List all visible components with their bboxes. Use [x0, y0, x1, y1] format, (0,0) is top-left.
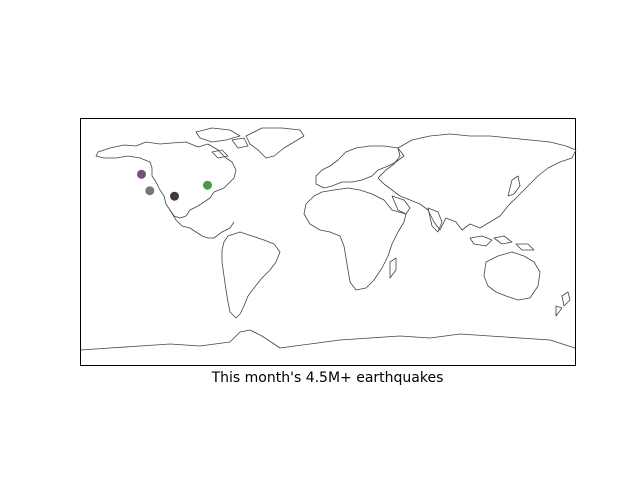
- coastline-new-zealand: [555, 291, 571, 317]
- coastlines: [80, 127, 577, 351]
- coastline-madagascar: [389, 257, 397, 279]
- coastline-africa: [303, 187, 407, 291]
- coastline-central-america: [169, 209, 235, 239]
- earthquake-marker: [145, 186, 155, 196]
- coastline-arabia-india: [391, 195, 443, 233]
- coastline-se-asia-islands: [469, 235, 535, 251]
- coastline-europe: [315, 145, 405, 189]
- coastline-asia: [377, 133, 577, 231]
- map-caption: This month's 4.5M+ earthquakes: [211, 370, 444, 386]
- earthquake-marker: [203, 180, 212, 190]
- coastline-antarctica: [80, 329, 576, 351]
- map-frame: [80, 118, 576, 366]
- coastline-greenland: [245, 127, 305, 159]
- coastline-arctic-islands: [195, 127, 249, 159]
- coastline-south-america: [221, 231, 281, 319]
- coastline-japan: [507, 175, 521, 197]
- map-area: [80, 118, 577, 366]
- earthquake-marker: [137, 169, 146, 179]
- earthquake-marker: [170, 191, 179, 201]
- earthquake-markers: [137, 169, 212, 201]
- coastline-north-america: [95, 141, 237, 219]
- coastline-australia: [483, 251, 541, 301]
